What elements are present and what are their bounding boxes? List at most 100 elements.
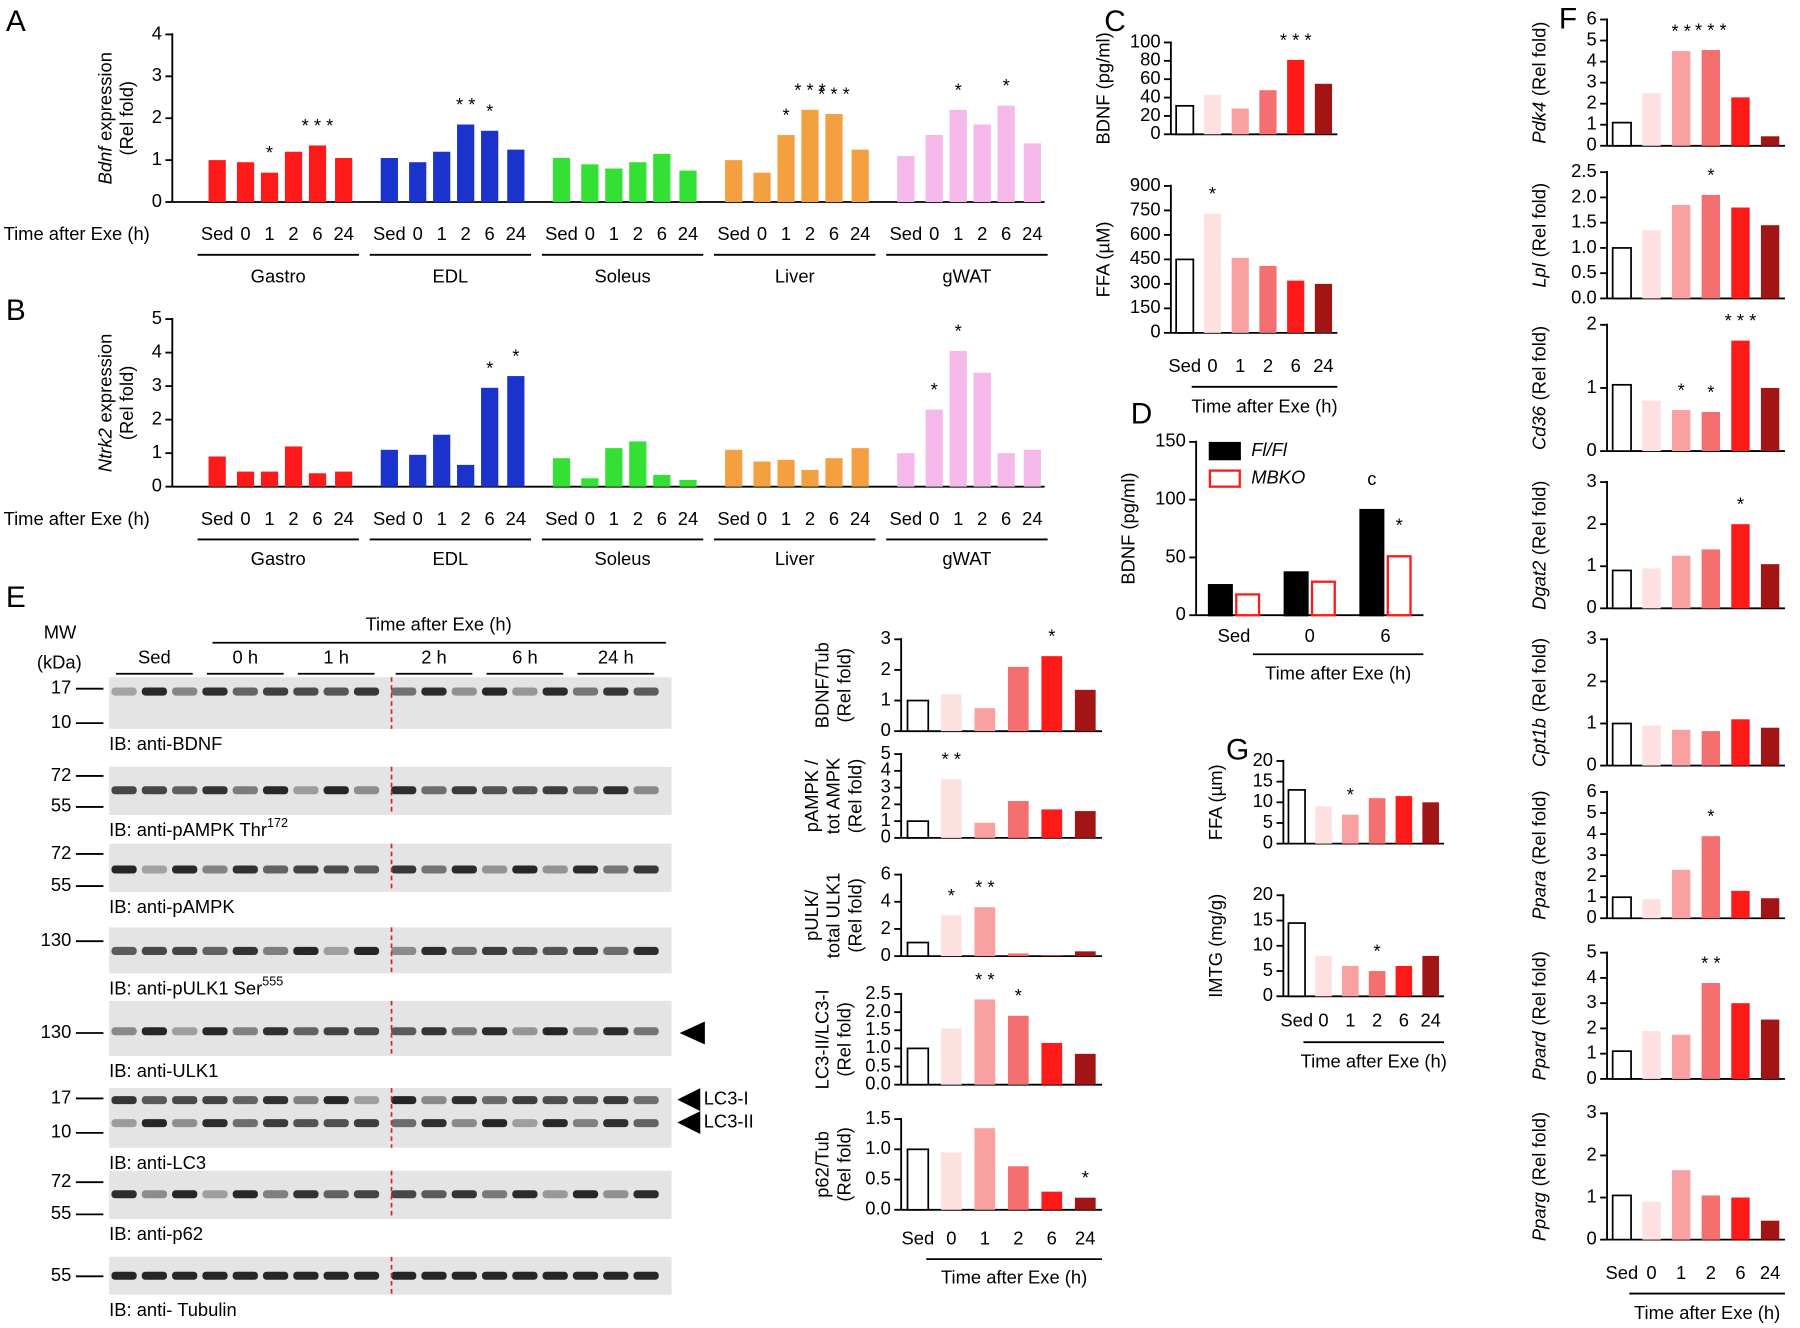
y-axis-label-text: pULK/	[801, 889, 822, 941]
y-axis-label: (Rel fold)	[833, 1002, 854, 1076]
panel-letter: D	[1131, 397, 1153, 430]
blot-band	[603, 1190, 629, 1199]
bar	[1074, 1053, 1096, 1085]
blot-band	[512, 1096, 538, 1105]
blot-band	[172, 1190, 198, 1199]
x-tick-label: 0	[413, 508, 423, 529]
y-axis-label: LC3-II/LC3-I	[812, 989, 833, 1089]
panel-letter: B	[6, 294, 26, 327]
bar	[906, 820, 930, 839]
bar	[1701, 982, 1721, 1079]
x-axis-label: Time after Exe (h)	[1265, 663, 1411, 684]
bar	[1611, 1050, 1632, 1080]
x-tick-label: 1	[781, 223, 791, 244]
bar	[1701, 50, 1721, 146]
blot-label: IB: anti-p62	[109, 1223, 203, 1244]
y-tick-label: 15	[1253, 908, 1273, 929]
y-axis-label-text: expression	[94, 52, 115, 141]
blot-band	[481, 1190, 508, 1199]
x-tick-label: Sed	[890, 223, 923, 244]
x-tick-label: 0	[1305, 625, 1315, 646]
bar	[1041, 955, 1063, 957]
bar	[1671, 204, 1691, 299]
x-tick-label: 24	[678, 508, 698, 529]
blot-band	[262, 1119, 289, 1128]
bar	[825, 114, 843, 203]
blot-band	[141, 1027, 168, 1036]
y-tick-label: 3	[1586, 843, 1596, 864]
blot-band	[141, 865, 168, 874]
bar	[552, 458, 571, 487]
bar	[997, 453, 1015, 487]
bar	[777, 459, 795, 487]
y-tick-label: 0	[1263, 984, 1273, 1005]
blot-band	[572, 1190, 599, 1199]
bar	[997, 105, 1015, 203]
blot-band	[172, 786, 198, 795]
blot-label-text: IB: anti-pULK1 Ser	[109, 977, 262, 998]
x-tick-label: Sed	[545, 223, 578, 244]
y-tick-label: 0	[1586, 1067, 1596, 1088]
group-label: gWAT	[942, 548, 991, 569]
y-tick-label: 0.5	[865, 1054, 891, 1075]
y-tick-label: 2	[1586, 1143, 1596, 1164]
bar	[1203, 94, 1222, 135]
x-tick-label: 24	[506, 508, 526, 529]
blot-band	[451, 687, 477, 696]
y-tick-label: 0	[152, 475, 162, 496]
blot-band	[633, 946, 659, 955]
y-axis-label: IMTG (mg/g)	[1205, 894, 1226, 998]
y-tick-label: 20	[1253, 749, 1273, 770]
bar	[725, 449, 743, 487]
blot-band	[421, 946, 447, 955]
bar	[507, 149, 525, 203]
bar	[973, 372, 991, 487]
y-axis-label: BDNF (pg/ml)	[1117, 472, 1138, 584]
y-tick-label: 3	[1586, 70, 1596, 91]
significance: * *	[456, 94, 475, 115]
bar	[1671, 729, 1691, 766]
bar	[974, 822, 996, 838]
bar	[940, 694, 962, 732]
bar	[208, 456, 226, 487]
blot-band	[111, 1027, 137, 1036]
y-tick-label: 1	[1586, 1042, 1596, 1063]
y-axis-label: Pdk4 (Rel fold)	[1528, 22, 1549, 144]
x-tick-label: 0	[757, 223, 767, 244]
y-tick-label: 1	[881, 688, 891, 709]
x-axis-label: Time after Exe (h)	[1634, 1302, 1780, 1323]
blot-band	[323, 1190, 349, 1199]
x-tick-label: 24	[1420, 1009, 1440, 1030]
y-tick-label: 2	[881, 658, 891, 679]
x-tick-label: 6	[1047, 1227, 1057, 1248]
bar	[1760, 136, 1780, 146]
bar	[380, 158, 398, 203]
y-axis-label: (Rel fold)	[116, 81, 137, 155]
group-label: Gastro	[251, 548, 306, 569]
y-axis-label-gene: Cpt1b	[1528, 718, 1549, 767]
x-tick-label: Sed	[1168, 355, 1201, 376]
blot-band	[141, 1096, 168, 1105]
y-tick-label: 2.0	[865, 1000, 891, 1021]
y-tick-label: 4	[152, 340, 162, 361]
y-tick-label: 2	[1586, 669, 1596, 690]
y-tick-label: 1.0	[865, 1137, 891, 1158]
blot-band	[603, 1027, 629, 1036]
y-tick-label: 4	[1586, 966, 1596, 987]
significance: *	[1003, 75, 1010, 96]
blot-label-text: IB: anti-p62	[109, 1223, 203, 1244]
bar	[1231, 257, 1249, 333]
group-label: EDL	[433, 548, 469, 569]
bar	[380, 449, 398, 487]
blot-label-text: IB: anti-pAMPK	[109, 896, 235, 917]
y-tick-label: 0.0	[1571, 286, 1597, 307]
blot-band	[202, 786, 228, 795]
significance: * * *	[1280, 29, 1312, 50]
significance: *	[948, 885, 955, 906]
group-label: Liver	[775, 548, 815, 569]
blot-band	[512, 1119, 538, 1128]
bar	[1395, 796, 1413, 844]
y-tick-label: 2	[1586, 864, 1596, 885]
blot-band	[262, 865, 289, 874]
